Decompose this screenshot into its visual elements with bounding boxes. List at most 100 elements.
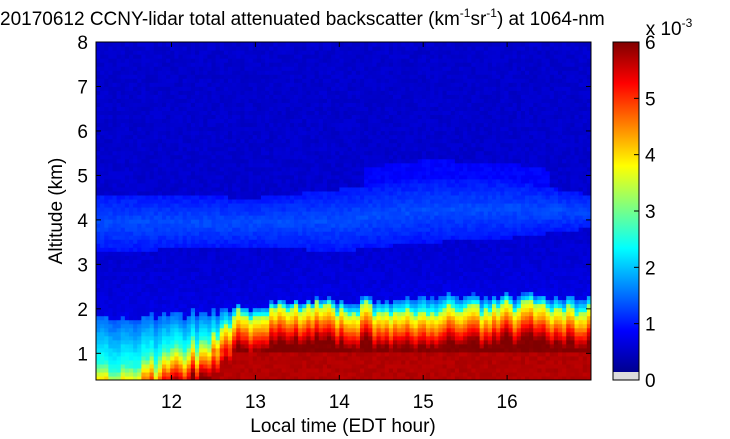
heat-cell <box>314 255 320 260</box>
heat-cell <box>314 287 320 293</box>
heat-cell <box>195 122 200 128</box>
heat-cell <box>232 367 237 373</box>
heat-cell <box>277 42 283 47</box>
heat-cell <box>223 54 229 59</box>
heat-cell <box>306 371 312 377</box>
heat-cell <box>129 130 134 136</box>
heat-cell <box>215 299 221 305</box>
heat-cell <box>314 162 320 168</box>
heat-cell <box>149 50 155 55</box>
heat-cell <box>133 291 138 297</box>
heat-cell <box>273 154 279 160</box>
heat-cell <box>219 355 225 361</box>
heat-cell <box>129 110 134 116</box>
heat-cell <box>186 267 192 272</box>
heat-cell <box>261 66 266 71</box>
heat-cell <box>314 66 320 71</box>
heat-cell <box>269 166 274 172</box>
heat-cell <box>124 102 130 107</box>
heat-cell <box>96 130 101 136</box>
heat-cell <box>190 347 196 353</box>
heat-cell <box>149 295 155 301</box>
heat-cell <box>223 134 229 140</box>
heat-cell <box>162 94 167 99</box>
heat-cell <box>228 98 233 103</box>
heat-cell <box>269 231 274 236</box>
heat-cell <box>244 343 250 349</box>
heat-cell <box>240 267 246 272</box>
heat-cell <box>124 351 130 357</box>
heat-cell <box>228 283 233 289</box>
heat-cell <box>162 46 167 51</box>
heat-cell <box>211 206 217 212</box>
heat-cell <box>162 295 167 301</box>
heat-cell <box>174 42 180 47</box>
heat-cell <box>314 239 320 244</box>
heat-cell <box>186 46 192 51</box>
heat-cell <box>190 134 196 140</box>
heat-cell <box>306 146 312 152</box>
heat-cell <box>228 166 233 172</box>
heat-cell <box>96 271 101 276</box>
heat-cell <box>133 283 138 289</box>
heat-cell <box>228 50 233 55</box>
heat-cell <box>174 315 180 321</box>
heat-cell <box>310 78 316 83</box>
heat-cell <box>306 62 312 67</box>
heat-cell <box>120 267 126 272</box>
heat-cell <box>182 311 188 317</box>
heat-cell <box>281 339 287 345</box>
heat-cell <box>211 62 217 67</box>
heat-cell <box>100 170 105 176</box>
heat-cell <box>153 206 159 212</box>
heat-cell <box>232 62 237 67</box>
heat-cell <box>112 198 118 204</box>
heat-cell <box>244 114 250 120</box>
heat-cell <box>190 54 196 59</box>
heat-cell <box>186 231 192 236</box>
heat-cell <box>141 331 147 337</box>
heat-cell <box>178 146 184 152</box>
heat-cell <box>178 359 184 365</box>
heat-cell <box>256 206 262 212</box>
heat-cell <box>244 86 250 91</box>
heat-cell <box>252 335 258 341</box>
heat-cell <box>141 86 147 91</box>
heat-cell <box>170 94 175 99</box>
heat-cell <box>335 299 340 305</box>
heat-cell <box>281 202 287 208</box>
heat-cell <box>100 283 105 289</box>
heat-cell <box>207 186 213 192</box>
heat-cell <box>100 303 105 309</box>
heat-cell <box>178 158 184 164</box>
heat-cell <box>219 279 225 285</box>
heat-cell <box>133 315 138 321</box>
heat-cell <box>223 219 229 224</box>
heat-cell <box>178 142 184 148</box>
heat-cell <box>203 279 208 285</box>
heat-cell <box>203 283 208 289</box>
heat-cell <box>252 134 258 140</box>
heat-cell <box>199 347 204 353</box>
heat-cell <box>331 158 336 164</box>
heat-cell <box>133 331 138 337</box>
heat-cell <box>289 375 295 380</box>
heat-cell <box>100 106 105 111</box>
heat-cell <box>124 70 130 75</box>
heat-cell <box>116 327 122 333</box>
heat-cell <box>252 239 258 244</box>
heat-cell <box>100 130 105 136</box>
heat-cell <box>178 287 184 293</box>
heat-cell <box>178 219 184 224</box>
heat-cell <box>141 58 147 63</box>
heat-cell <box>211 299 217 305</box>
heat-cell <box>318 166 324 172</box>
heat-cell <box>166 190 171 196</box>
heat-cell <box>211 70 217 75</box>
heat-cell <box>124 375 130 380</box>
heat-cell <box>252 331 258 337</box>
heat-cell <box>327 303 332 309</box>
heat-cell <box>310 202 316 208</box>
heat-cell <box>195 162 200 168</box>
heat-cell <box>162 331 167 337</box>
